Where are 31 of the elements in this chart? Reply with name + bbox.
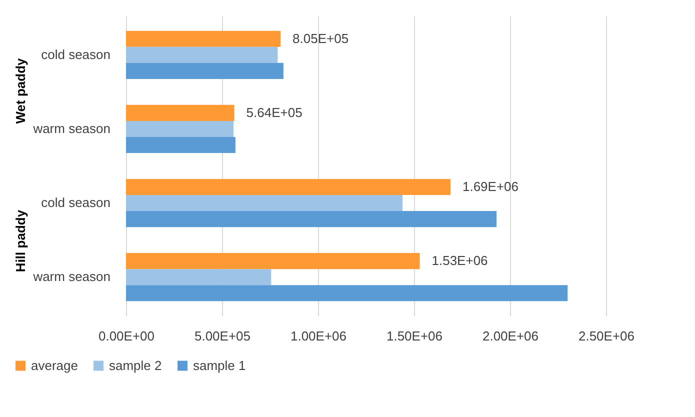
legend-label: sample 2 xyxy=(109,358,162,373)
bar xyxy=(126,104,234,121)
y-tick-label: warm season xyxy=(32,120,110,136)
legend-label: sample 1 xyxy=(193,358,246,373)
x-tick-label: 2.00E+06 xyxy=(482,328,539,344)
x-tick-label: 2.50E+06 xyxy=(578,328,635,344)
bar xyxy=(126,30,281,47)
bar xyxy=(126,136,236,154)
legend-label: average xyxy=(31,358,78,373)
y-tick-label: cold season xyxy=(41,195,110,210)
data-label: 8.05E+05 xyxy=(292,30,349,46)
bar xyxy=(126,195,402,212)
bar xyxy=(126,253,420,270)
bar xyxy=(126,211,497,228)
text: Wet paddy xyxy=(13,57,28,124)
bar xyxy=(126,46,278,63)
data-label: 1.69E+06 xyxy=(462,178,519,194)
x-tick-label: 5.00E+05 xyxy=(194,328,251,344)
y-tick-label: cold season xyxy=(41,46,110,62)
bar xyxy=(126,120,234,137)
y-tick-label: warm season xyxy=(32,269,110,284)
x-tick-label: 0.00E+00 xyxy=(98,328,155,344)
text: Hill paddy xyxy=(13,209,28,272)
bar xyxy=(126,285,568,302)
bar xyxy=(126,62,284,79)
bar xyxy=(126,269,272,286)
x-tick-label: 1.00E+06 xyxy=(290,328,347,344)
data-label: 1.53E+06 xyxy=(432,253,488,268)
x-tick-label: 1.50E+06 xyxy=(386,328,443,344)
bar xyxy=(126,178,450,196)
data-label: 5.64E+05 xyxy=(246,104,302,120)
